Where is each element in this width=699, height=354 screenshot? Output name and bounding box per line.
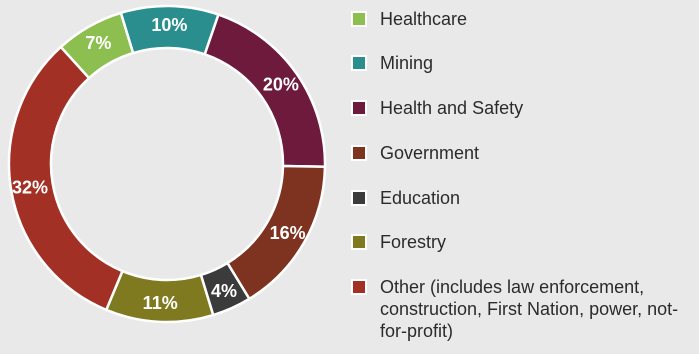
- slice-label-other: 32%: [12, 178, 48, 198]
- slice-label-forestry: 11%: [143, 293, 178, 313]
- slice-label-healthcare: 7%: [85, 33, 111, 53]
- legend-label-other: Other (includes law enforcement, constru…: [380, 277, 679, 341]
- legend-swatch-education: [351, 190, 367, 206]
- legend-swatch-government: [351, 145, 367, 161]
- legend-swatch-health-and-safety: [351, 100, 367, 116]
- slice-healthcare: [59, 11, 135, 80]
- legend-swatch-mining: [351, 55, 367, 71]
- slices-group: [7, 4, 327, 324]
- legend-item-other: Other (includes law enforcement, constru…: [351, 276, 690, 342]
- slice-other: [7, 45, 125, 312]
- legend-label-forestry: Forestry: [380, 232, 447, 252]
- legend-swatch-healthcare: [351, 11, 367, 27]
- legend-item-government: Government: [351, 142, 690, 164]
- slice-labels-group: 10% 20% 16% 4% 11% 32% 7%: [12, 15, 306, 313]
- slice-label-health-and-safety: 20%: [263, 74, 299, 94]
- legend-label-healthcare: Healthcare: [380, 9, 468, 29]
- slice-label-education: 4%: [211, 281, 237, 301]
- slice-label-mining: 10%: [151, 15, 187, 35]
- donut-chart: 10% 20% 16% 4% 11% 32% 7%: [7, 4, 327, 324]
- legend-label-mining: Mining: [380, 53, 434, 73]
- legend-label-government: Government: [380, 143, 480, 163]
- legend-item-healthcare: Healthcare: [351, 8, 690, 30]
- legend-item-education: Education: [351, 187, 690, 209]
- legend-swatch-forestry: [351, 234, 367, 250]
- legend: Healthcare Mining Health and Safety Gove…: [351, 0, 696, 354]
- slice-label-government: 16%: [270, 223, 306, 243]
- legend-item-mining: Mining: [351, 52, 690, 74]
- legend-label-education: Education: [380, 188, 461, 208]
- legend-item-forestry: Forestry: [351, 231, 690, 253]
- legend-item-health-and-safety: Health and Safety: [351, 97, 690, 119]
- legend-label-health-and-safety: Health and Safety: [380, 98, 524, 118]
- legend-swatch-other: [351, 279, 367, 295]
